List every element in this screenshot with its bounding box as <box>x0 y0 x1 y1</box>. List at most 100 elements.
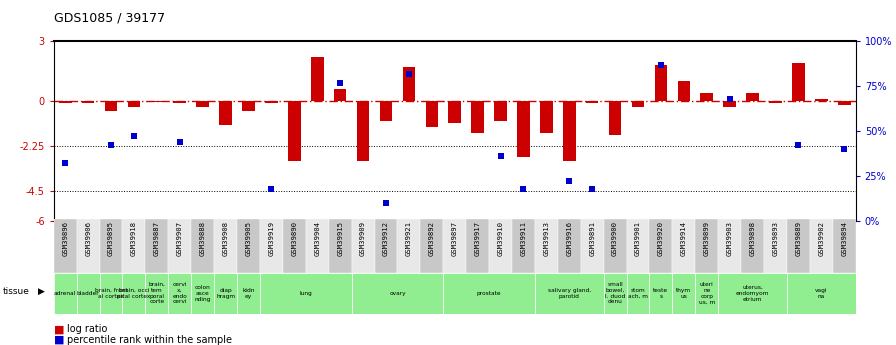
Bar <box>535 273 604 314</box>
Text: GSM39901: GSM39901 <box>635 221 641 256</box>
Bar <box>719 219 741 273</box>
Bar <box>444 219 466 273</box>
Bar <box>444 273 535 314</box>
Bar <box>787 219 810 273</box>
Bar <box>471 101 484 133</box>
Bar <box>191 219 214 273</box>
Bar <box>586 101 599 103</box>
Bar <box>815 99 828 101</box>
Text: ▶: ▶ <box>38 287 45 296</box>
Text: GSM39914: GSM39914 <box>681 221 687 256</box>
Text: prostate: prostate <box>477 291 502 296</box>
Bar <box>351 219 375 273</box>
Text: GSM39908: GSM39908 <box>222 221 228 256</box>
Bar <box>59 101 72 103</box>
Bar <box>402 67 415 101</box>
Text: GSM39909: GSM39909 <box>360 221 366 256</box>
Text: GSM39917: GSM39917 <box>475 221 480 256</box>
Bar <box>832 219 856 273</box>
Bar <box>495 101 507 121</box>
Text: log ratio: log ratio <box>67 325 108 334</box>
Bar <box>334 89 347 101</box>
Bar <box>145 219 168 273</box>
Bar <box>604 219 626 273</box>
Bar <box>82 101 94 103</box>
Bar <box>701 93 713 101</box>
Bar <box>466 219 489 273</box>
Bar <box>695 273 719 314</box>
Text: brain,
tem
poral
corte: brain, tem poral corte <box>149 282 165 304</box>
Text: small
bowel,
l. duod
denu: small bowel, l. duod denu <box>605 282 625 304</box>
Text: GSM39892: GSM39892 <box>429 221 435 256</box>
Text: GSM39919: GSM39919 <box>269 221 274 256</box>
Bar <box>535 219 558 273</box>
Text: GSM39889: GSM39889 <box>796 221 801 256</box>
Text: GSM39895: GSM39895 <box>108 221 114 256</box>
Bar <box>214 273 237 314</box>
Text: GSM39897: GSM39897 <box>452 221 458 256</box>
Bar <box>220 101 232 125</box>
Bar <box>242 101 254 111</box>
Text: GSM39913: GSM39913 <box>543 221 549 256</box>
Bar <box>375 219 398 273</box>
Text: kidn
ey: kidn ey <box>242 288 254 299</box>
Text: GSM39918: GSM39918 <box>131 221 137 256</box>
Text: tissue: tissue <box>3 287 30 296</box>
Bar <box>787 273 856 314</box>
Text: GSM39898: GSM39898 <box>750 221 755 256</box>
Bar <box>265 101 278 103</box>
Bar <box>351 273 444 314</box>
Text: GSM39900: GSM39900 <box>612 221 618 256</box>
Text: teste
s: teste s <box>653 288 668 299</box>
Bar <box>764 219 787 273</box>
Text: salivary gland,
parotid: salivary gland, parotid <box>547 288 590 299</box>
Bar <box>99 273 123 314</box>
Text: GSM39915: GSM39915 <box>337 221 343 256</box>
Text: GDS1085 / 39177: GDS1085 / 39177 <box>54 11 165 24</box>
Bar <box>105 101 117 111</box>
Bar <box>792 63 805 101</box>
Text: uteri
ne
corp
us, m: uteri ne corp us, m <box>699 282 715 304</box>
Text: uterus,
endomyom
etrium: uterus, endomyom etrium <box>736 285 770 302</box>
Bar <box>650 273 672 314</box>
Bar <box>626 273 650 314</box>
Text: stom
ach, m: stom ach, m <box>628 288 648 299</box>
Text: GSM39916: GSM39916 <box>566 221 573 256</box>
Bar <box>741 219 764 273</box>
Bar <box>380 101 392 121</box>
Bar <box>769 101 782 103</box>
Text: GSM39891: GSM39891 <box>590 221 595 256</box>
Text: GSM39887: GSM39887 <box>154 221 159 256</box>
Bar <box>123 273 145 314</box>
Bar <box>558 219 581 273</box>
Text: GSM39921: GSM39921 <box>406 221 412 256</box>
Bar <box>426 101 438 127</box>
Text: thym
us: thym us <box>676 288 692 299</box>
Bar <box>54 273 77 314</box>
Bar <box>655 65 668 101</box>
Bar <box>695 219 719 273</box>
Bar <box>489 219 512 273</box>
Bar <box>288 101 301 161</box>
Text: cervi
x,
endo
cervi: cervi x, endo cervi <box>172 282 187 304</box>
Text: ■: ■ <box>54 335 65 345</box>
Bar <box>672 273 695 314</box>
Bar <box>191 273 214 314</box>
Bar <box>604 273 626 314</box>
Text: GSM39890: GSM39890 <box>291 221 297 256</box>
Text: colon
asce
nding: colon asce nding <box>194 285 211 302</box>
Text: lung: lung <box>299 291 312 296</box>
Bar <box>719 273 787 314</box>
Bar <box>838 101 850 105</box>
Bar <box>420 219 444 273</box>
Text: GSM39906: GSM39906 <box>85 221 91 256</box>
Text: adrenal: adrenal <box>54 291 76 296</box>
Bar <box>54 219 77 273</box>
Text: ovary: ovary <box>389 291 406 296</box>
Text: percentile rank within the sample: percentile rank within the sample <box>67 335 232 345</box>
Bar <box>145 273 168 314</box>
Bar <box>540 101 553 133</box>
Bar <box>168 273 191 314</box>
Bar <box>677 81 690 101</box>
Bar <box>329 219 351 273</box>
